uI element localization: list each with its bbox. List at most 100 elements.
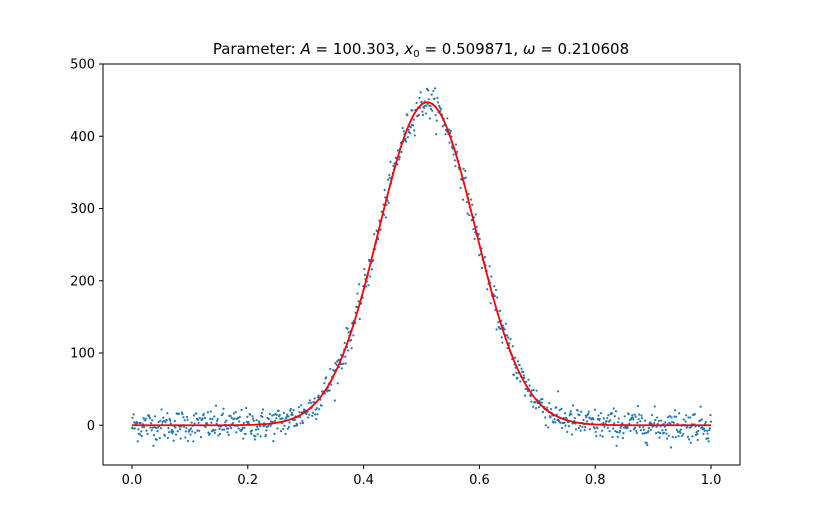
data-point: [614, 410, 618, 413]
data-point: [511, 345, 514, 348]
data-point: [240, 428, 244, 431]
data-point: [709, 420, 713, 423]
data-point: [232, 412, 236, 415]
data-point: [187, 430, 190, 433]
data-point: [576, 409, 579, 412]
data-point: [282, 427, 285, 431]
data-point: [621, 437, 625, 440]
data-point: [643, 432, 646, 435]
data-point: [656, 416, 659, 419]
data-point: [547, 426, 550, 429]
data-point: [679, 428, 683, 431]
data-point: [377, 238, 380, 241]
data-point: [527, 378, 530, 381]
data-point: [132, 427, 135, 430]
data-point: [578, 413, 581, 417]
data-point: [203, 416, 207, 419]
data-point: [690, 425, 693, 428]
data-point: [498, 309, 502, 312]
data-point: [273, 432, 276, 435]
data-point: [645, 431, 648, 435]
data-point: [344, 362, 347, 365]
data-point: [419, 91, 422, 94]
data-point: [687, 416, 690, 419]
data-point: [587, 412, 590, 416]
data-point: [531, 405, 535, 408]
data-point: [249, 413, 252, 416]
data-point: [601, 435, 604, 438]
data-point: [218, 427, 221, 431]
x-tick-label: 0.8: [585, 473, 606, 488]
data-point: [149, 426, 152, 429]
data-point: [198, 429, 201, 432]
data-point: [343, 341, 346, 344]
data-point: [138, 433, 142, 436]
data-point: [529, 394, 532, 398]
data-point: [647, 426, 651, 430]
data-point: [594, 408, 597, 411]
data-point: [318, 408, 321, 411]
data-point: [598, 417, 601, 421]
data-point: [622, 431, 625, 435]
data-point: [191, 430, 194, 433]
data-point: [612, 407, 615, 410]
data-point: [311, 414, 314, 417]
data-point: [316, 413, 319, 416]
data-point: [560, 426, 564, 430]
data-point: [499, 327, 502, 330]
data-point: [344, 355, 347, 358]
data-point: [632, 418, 635, 421]
data-point: [320, 404, 323, 407]
data-point: [569, 410, 572, 413]
data-point: [520, 367, 523, 370]
data-point: [662, 431, 666, 434]
data-point: [329, 367, 332, 371]
data-point: [170, 428, 174, 432]
data-point: [183, 419, 186, 422]
data-point: [417, 113, 420, 116]
data-point: [545, 406, 549, 409]
data-point: [258, 421, 261, 425]
data-point: [184, 430, 187, 433]
data-point: [159, 419, 162, 422]
data-point: [495, 328, 498, 331]
data-point: [707, 437, 710, 440]
data-point: [578, 424, 582, 427]
data-point: [342, 362, 345, 365]
data-point: [169, 419, 172, 422]
data-point: [427, 89, 430, 92]
data-point: [184, 436, 187, 439]
data-point: [453, 159, 456, 162]
data-point: [524, 387, 527, 391]
data-point: [144, 419, 147, 422]
data-point: [227, 427, 230, 430]
data-point: [696, 438, 699, 442]
data-point: [352, 334, 355, 337]
data-point: [477, 232, 480, 236]
data-point: [658, 436, 661, 439]
data-point: [700, 418, 703, 421]
data-point: [549, 416, 552, 419]
data-point: [435, 119, 438, 122]
data-point: [643, 419, 647, 422]
data-point: [653, 405, 656, 408]
data-point: [705, 429, 709, 432]
data-point: [525, 380, 528, 383]
data-point: [189, 427, 193, 430]
x-axis: 0.0 0.2 0.4 0.6 0.8 1.0: [122, 465, 721, 488]
data-point: [164, 421, 167, 424]
data-point: [358, 317, 361, 321]
data-point: [167, 427, 170, 430]
data-point: [252, 419, 255, 422]
data-point: [208, 432, 211, 435]
data-point: [680, 434, 684, 438]
data-point: [640, 416, 644, 420]
y-tick-label: 400: [70, 130, 95, 145]
data-point: [259, 435, 262, 438]
data-point: [678, 412, 681, 415]
data-point: [308, 413, 311, 416]
data-point: [560, 407, 563, 410]
data-point: [568, 414, 571, 417]
